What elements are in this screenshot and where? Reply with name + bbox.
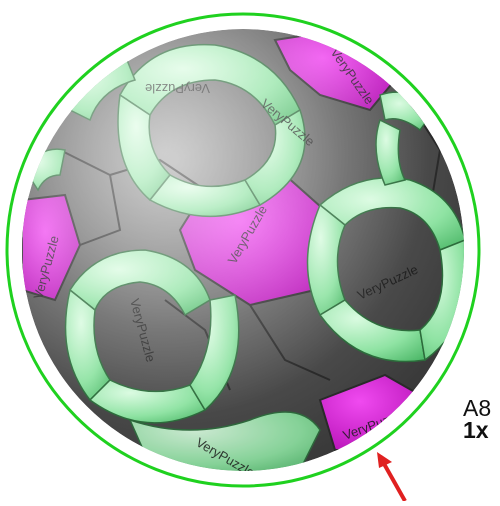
sphere-highlight: [22, 29, 464, 471]
puzzle-label-line-1: A8: [463, 395, 492, 421]
selection-outline: [5, 12, 481, 488]
pointer-arrow-icon: [377, 452, 407, 502]
puzzle-sphere[interactable]: VeryPuzzle VeryPuzzle VeryPuzzle VeryPuz…: [22, 29, 468, 480]
puzzle-label-line-2: 1x: [463, 417, 489, 443]
